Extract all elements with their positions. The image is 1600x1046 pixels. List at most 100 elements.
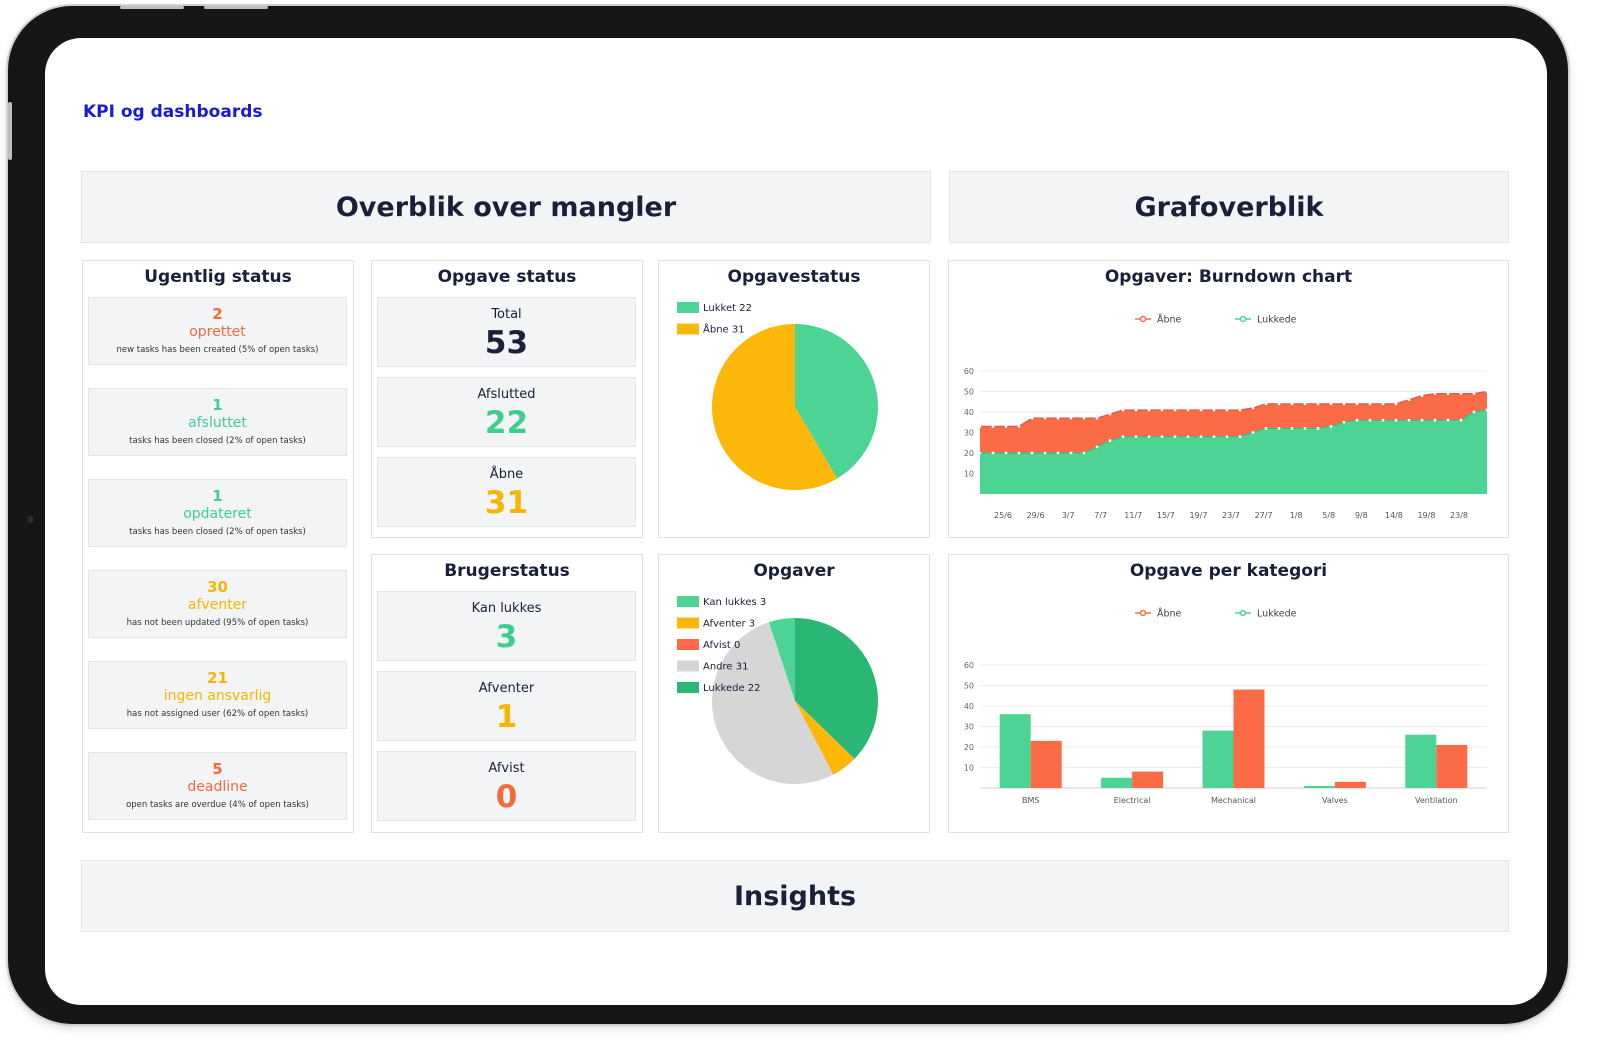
data-point[interactable]	[1108, 439, 1112, 443]
data-point[interactable]	[1043, 416, 1047, 420]
bar-bms-lukkede[interactable]	[999, 714, 1031, 788]
data-point[interactable]	[1303, 427, 1307, 430]
data-point[interactable]	[1485, 390, 1489, 393]
data-point[interactable]	[1368, 402, 1372, 406]
data-point[interactable]	[1251, 406, 1255, 410]
data-point[interactable]	[1394, 402, 1398, 406]
data-point[interactable]	[1420, 394, 1424, 397]
data-point[interactable]	[1108, 412, 1112, 416]
data-point[interactable]	[1095, 416, 1099, 420]
data-point[interactable]	[1446, 418, 1450, 422]
data-point[interactable]	[991, 451, 995, 455]
bar-mechanical-bne[interactable]	[1233, 689, 1265, 788]
data-point[interactable]	[1212, 408, 1216, 412]
bar-valves-lukkede[interactable]	[1303, 785, 1335, 788]
task-status-card-bne[interactable]: Åbne 31	[377, 457, 636, 527]
data-point[interactable]	[1056, 451, 1060, 455]
data-point[interactable]	[1329, 424, 1333, 428]
pie-slice-afventer-3[interactable]	[795, 701, 855, 775]
user-status-card-afvist[interactable]: Afvist 0	[377, 751, 636, 821]
data-point[interactable]	[1381, 402, 1385, 406]
pie-slice-andre-31[interactable]	[711, 622, 834, 784]
data-point[interactable]	[1173, 408, 1177, 412]
data-point[interactable]	[1277, 402, 1281, 406]
data-point[interactable]	[1238, 408, 1242, 412]
data-point[interactable]	[1342, 402, 1346, 406]
data-point[interactable]	[1316, 427, 1320, 430]
pie-slice-bne-31[interactable]	[712, 323, 838, 490]
data-point[interactable]	[1264, 427, 1268, 430]
data-point[interactable]	[1485, 408, 1489, 412]
data-point[interactable]	[1095, 445, 1099, 449]
data-point[interactable]	[1459, 418, 1463, 422]
data-point[interactable]	[1186, 435, 1190, 438]
data-point[interactable]	[1004, 451, 1008, 455]
data-point[interactable]	[978, 424, 982, 428]
data-point[interactable]	[1433, 392, 1437, 395]
bar-valves-bne[interactable]	[1334, 781, 1366, 788]
page-title[interactable]: KPI og dashboards	[83, 102, 263, 122]
data-point[interactable]	[1186, 408, 1190, 412]
data-point[interactable]	[1147, 408, 1151, 412]
user-status-card-afventer[interactable]: Afventer 1	[377, 671, 636, 741]
data-point[interactable]	[1017, 424, 1021, 428]
data-point[interactable]	[1225, 435, 1229, 438]
bar-mechanical-lukkede[interactable]	[1202, 730, 1234, 788]
data-point[interactable]	[1420, 418, 1424, 422]
data-point[interactable]	[1160, 435, 1164, 438]
data-point[interactable]	[1472, 410, 1476, 414]
data-point[interactable]	[1459, 392, 1463, 395]
task-status-card-total[interactable]: Total 53	[377, 297, 636, 367]
data-point[interactable]	[1069, 416, 1073, 420]
data-point[interactable]	[1290, 427, 1294, 430]
data-point[interactable]	[1173, 435, 1177, 438]
weekly-card-deadline[interactable]: 5 deadline open tasks are overdue (4% of o…	[88, 752, 347, 820]
data-point[interactable]	[1355, 402, 1359, 406]
data-point[interactable]	[1316, 402, 1320, 406]
data-point[interactable]	[1355, 418, 1359, 422]
data-point[interactable]	[1160, 408, 1164, 412]
data-point[interactable]	[1264, 402, 1268, 406]
data-point[interactable]	[1199, 435, 1203, 438]
bar-electrical-lukkede[interactable]	[1101, 777, 1133, 788]
bar-electrical-bne[interactable]	[1132, 771, 1164, 788]
data-point[interactable]	[1472, 392, 1476, 395]
data-point[interactable]	[991, 424, 995, 428]
data-point[interactable]	[1433, 418, 1437, 422]
data-point[interactable]	[1147, 435, 1151, 438]
data-point[interactable]	[1199, 408, 1203, 412]
data-point[interactable]	[1017, 451, 1021, 455]
pie-slice-kan-lukkes-3[interactable]	[768, 618, 795, 701]
weekly-card-opdateret[interactable]: 1 opdateret tasks has been closed (2% of o…	[88, 479, 347, 547]
data-point[interactable]	[1277, 427, 1281, 430]
data-point[interactable]	[1030, 451, 1034, 455]
data-point[interactable]	[1082, 416, 1086, 420]
bar-bms-bne[interactable]	[1030, 740, 1062, 788]
pie-slice-lukket-22[interactable]	[795, 324, 878, 479]
data-point[interactable]	[1121, 408, 1125, 412]
data-point[interactable]	[1082, 451, 1086, 455]
data-point[interactable]	[1290, 402, 1294, 406]
data-point[interactable]	[1342, 420, 1346, 424]
data-point[interactable]	[1056, 416, 1060, 420]
data-point[interactable]	[1303, 402, 1307, 406]
user-status-card-kan-lukkes[interactable]: Kan lukkes 3	[377, 591, 636, 661]
weekly-card-afventer[interactable]: 30 afventer has not been updated (95% of o…	[88, 570, 347, 638]
data-point[interactable]	[1407, 418, 1411, 422]
data-point[interactable]	[978, 451, 982, 455]
data-point[interactable]	[1134, 435, 1138, 438]
bar-ventilation-lukkede[interactable]	[1405, 734, 1437, 788]
data-point[interactable]	[1069, 451, 1073, 455]
weekly-card-afsluttet[interactable]: 1 afsluttet tasks has been closed (2% of o…	[88, 388, 347, 456]
data-point[interactable]	[1446, 392, 1450, 395]
data-point[interactable]	[1212, 435, 1216, 438]
data-point[interactable]	[1225, 408, 1229, 412]
data-point[interactable]	[1121, 435, 1125, 438]
pie-slice-lukkede-22[interactable]	[795, 618, 878, 759]
bar-ventilation-bne[interactable]	[1436, 744, 1468, 788]
data-point[interactable]	[1134, 408, 1138, 412]
task-status-card-afslutted[interactable]: Afslutted 22	[377, 377, 636, 447]
data-point[interactable]	[1381, 418, 1385, 422]
weekly-card-oprettet[interactable]: 2 oprettet new tasks has been created (5% …	[88, 297, 347, 365]
data-point[interactable]	[1407, 398, 1411, 402]
